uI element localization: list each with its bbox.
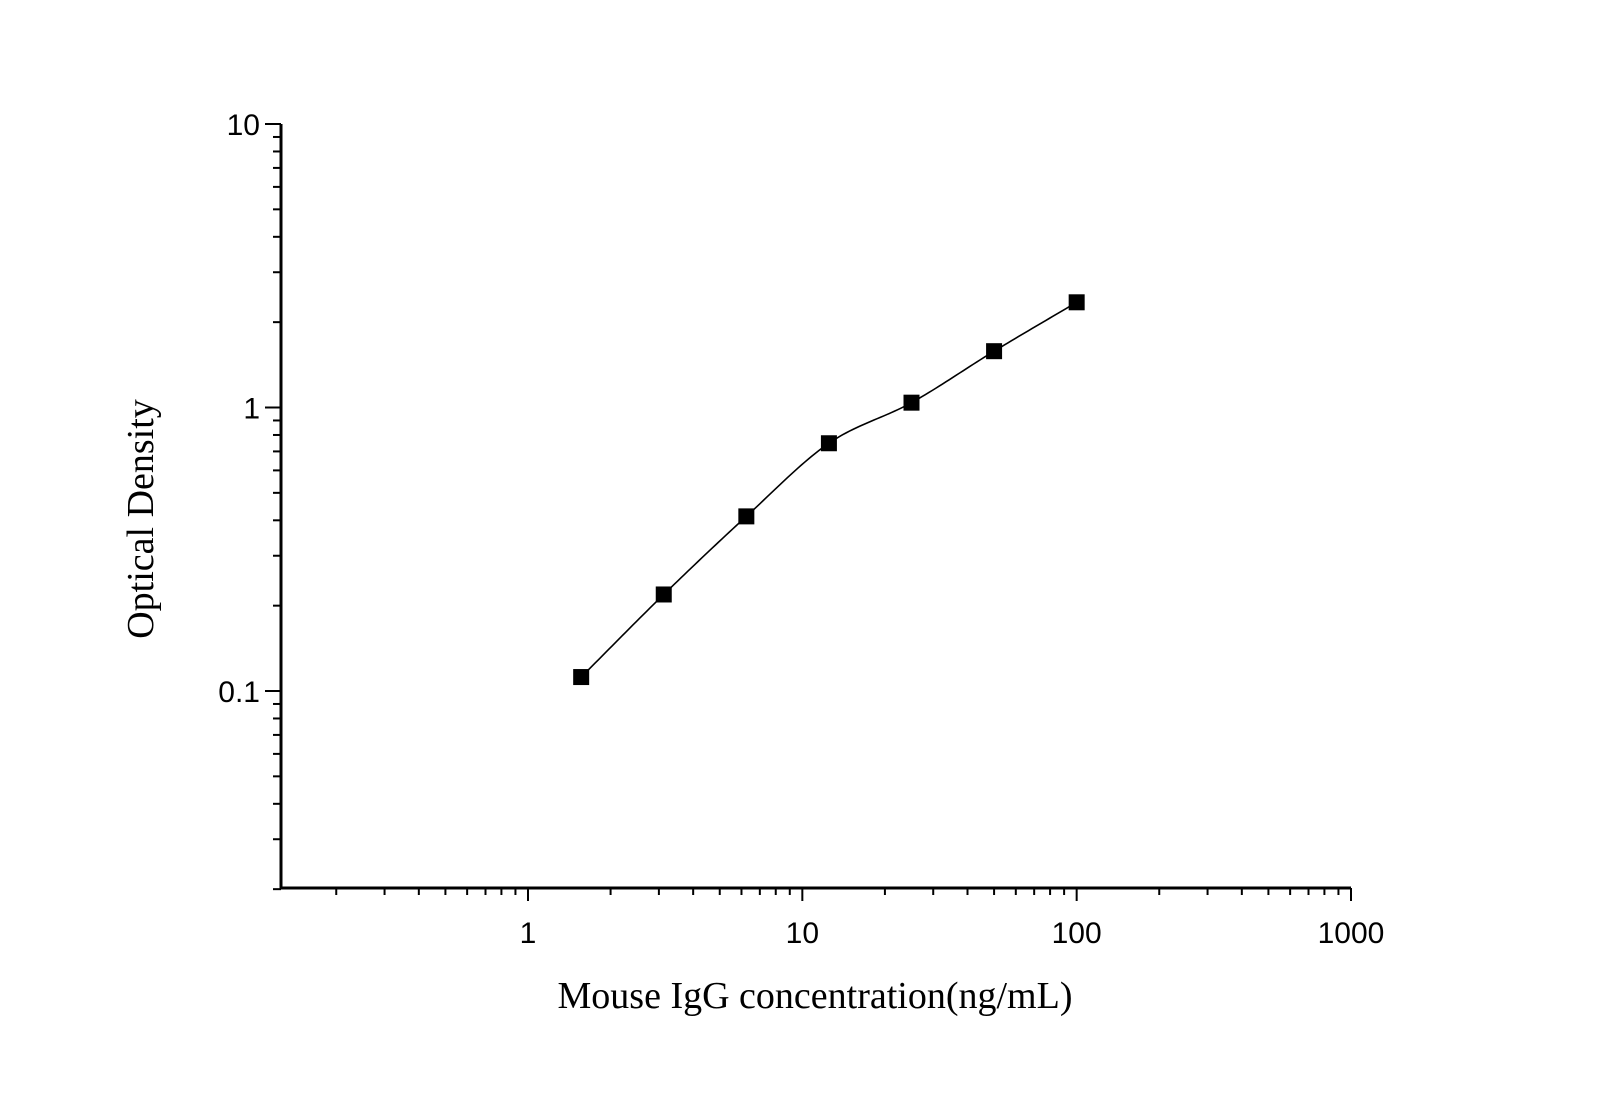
data-points [573, 294, 1085, 686]
axes [279, 124, 1351, 890]
y-tick-label: 1 [243, 393, 260, 426]
labels: Mouse IgG concentration(ng/mL) Optical D… [120, 399, 1072, 1017]
data-point-marker [820, 435, 837, 452]
y-axis-label: Optical Density [120, 399, 162, 639]
x-tick-label: 100 [1052, 917, 1102, 950]
axis-ticks: 1 10 100 1000 0.1 1 10 [218, 109, 1384, 950]
y-tick-label: 10 [227, 109, 260, 142]
x-axis-label: Mouse IgG concentration(ng/mL) [558, 975, 1073, 1017]
x-tick-label: 1 [520, 917, 537, 950]
data-point-marker [738, 508, 755, 525]
data-point-marker [573, 669, 590, 686]
fit-curve-group [580, 301, 1078, 678]
data-point-marker [903, 394, 920, 411]
y-tick-label: 0.1 [218, 676, 260, 709]
fit-curve [580, 301, 1078, 678]
data-point-marker [986, 343, 1003, 360]
x-tick-label: 1000 [1318, 917, 1385, 950]
data-point-marker [655, 586, 672, 603]
data-point-marker [1068, 294, 1085, 311]
x-tick-label: 10 [786, 917, 819, 950]
